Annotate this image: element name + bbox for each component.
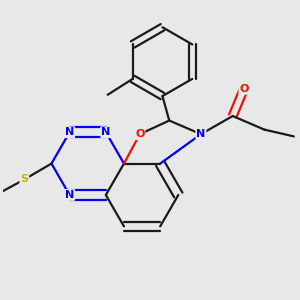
Text: N: N [65, 190, 74, 200]
Text: N: N [196, 129, 206, 139]
Text: N: N [101, 127, 110, 137]
Text: O: O [239, 84, 249, 94]
Text: N: N [65, 127, 74, 137]
Text: S: S [20, 174, 28, 184]
Text: O: O [135, 129, 145, 139]
